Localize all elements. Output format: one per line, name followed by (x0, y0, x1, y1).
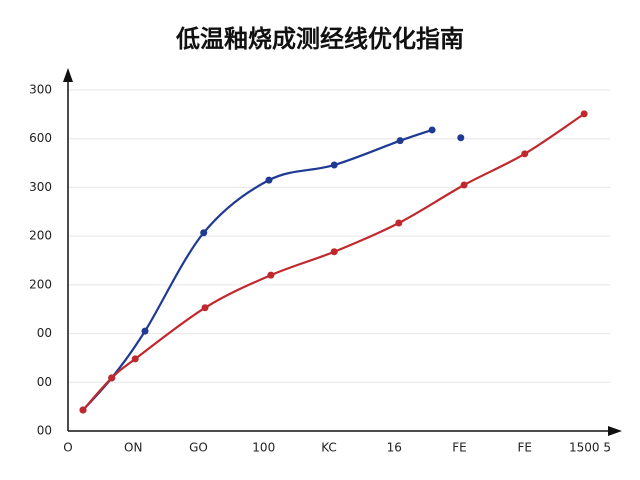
data-point (131, 355, 139, 363)
data-point (141, 327, 149, 335)
y-axis-arrow (63, 68, 73, 82)
x-tick-label: FE (518, 441, 532, 455)
data-point (428, 126, 436, 134)
data-point (200, 229, 208, 237)
data-point (457, 134, 465, 142)
data-point (395, 219, 403, 227)
x-axis-arrow (608, 426, 622, 436)
data-point (580, 110, 588, 118)
data-point (396, 137, 404, 145)
data-point (79, 406, 87, 414)
y-tick-label: 300 (29, 83, 52, 97)
x-tick-label: KC (321, 441, 337, 455)
data-point (330, 248, 338, 256)
y-tick-label: 00 (37, 326, 52, 340)
chart-title: 低温釉烧成测经线优化指南 (175, 25, 464, 53)
data-point (201, 304, 209, 312)
x-tick-label: GO (189, 441, 208, 455)
data-point (108, 374, 116, 382)
x-tick-label: FE (452, 441, 466, 455)
y-tick-label: 00 (37, 424, 52, 438)
y-tick-label: 600 (29, 131, 52, 145)
x-tick-label: 1500 5 (569, 441, 611, 455)
data-point (521, 150, 529, 158)
x-tick-label: ON (124, 441, 142, 455)
y-tick-label: 00 (37, 375, 52, 389)
data-point (460, 181, 468, 189)
y-tick-label: 300 (29, 180, 52, 194)
y-tick-label: 200 (29, 229, 52, 243)
y-tick-label: 200 (29, 277, 52, 291)
data-point (267, 271, 275, 279)
x-tick-label: 16 (387, 441, 402, 455)
series-line (82, 112, 585, 411)
series-line (83, 130, 461, 410)
data-point (330, 161, 338, 169)
x-tick-label: O (63, 441, 72, 455)
data-point (265, 176, 273, 184)
x-tick-label: 100 (252, 441, 275, 455)
